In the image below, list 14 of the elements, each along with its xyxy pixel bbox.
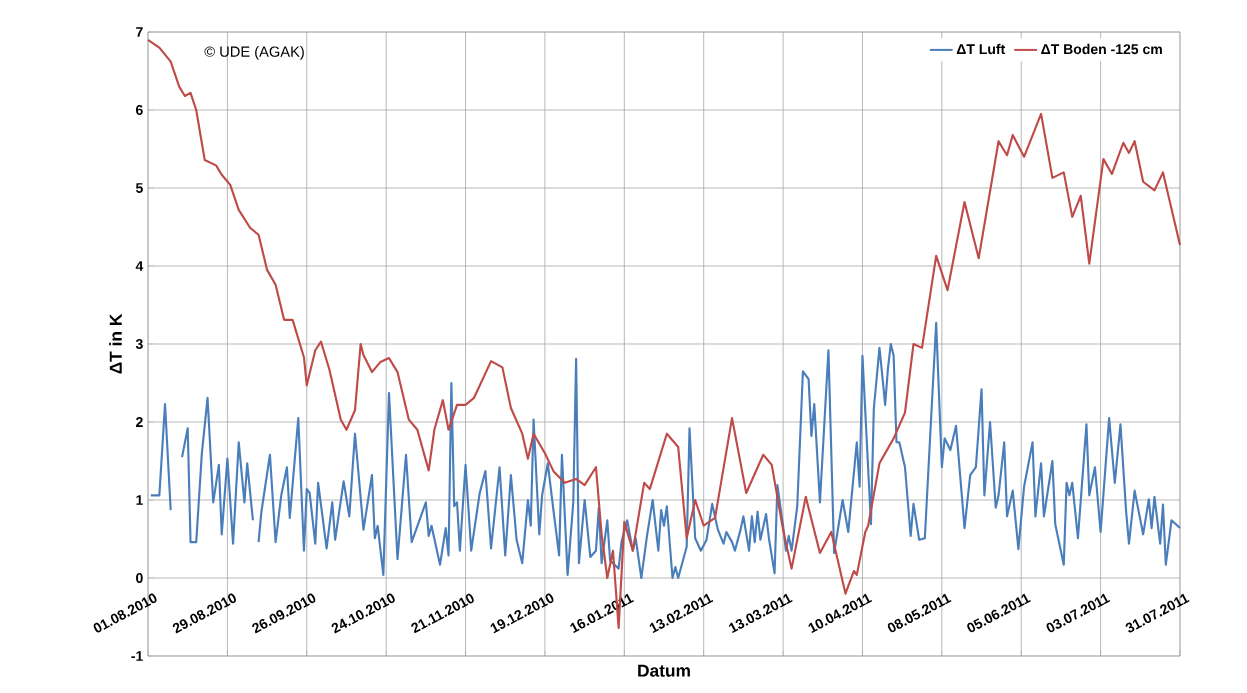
y-tick-label: 5 [135, 183, 143, 193]
y-axis-title: ΔT in K [109, 313, 122, 374]
y-tick-label: 3 [135, 339, 143, 349]
y-tick-label: 2 [135, 417, 143, 427]
annotation: © UDE (AGAK) [204, 46, 304, 60]
y-tick-label: 6 [136, 105, 143, 115]
x-axis-title: Datum [638, 664, 690, 677]
y-tick-label: -1 [131, 651, 143, 661]
legend-label: ΔT Luft [956, 43, 1006, 55]
y-tick-label: 7 [136, 27, 143, 37]
y-tick-label: 0 [136, 573, 143, 583]
y-tick-label: 4 [135, 261, 144, 271]
legend-label: ΔT Boden -125 cm [1041, 43, 1162, 55]
y-tick-label: 1 [136, 495, 143, 505]
